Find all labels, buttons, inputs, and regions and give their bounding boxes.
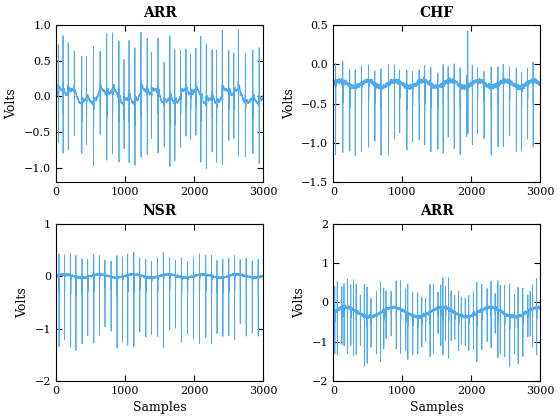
- Y-axis label: Volts: Volts: [6, 88, 18, 119]
- Title: CHF: CHF: [419, 5, 454, 20]
- Y-axis label: Volts: Volts: [16, 287, 29, 318]
- Title: ARR: ARR: [420, 204, 454, 218]
- X-axis label: Samples: Samples: [133, 402, 186, 415]
- X-axis label: Samples: Samples: [410, 402, 464, 415]
- Title: ARR: ARR: [143, 5, 176, 20]
- Title: NSR: NSR: [142, 204, 176, 218]
- Y-axis label: Volts: Volts: [283, 88, 296, 119]
- Y-axis label: Volts: Volts: [293, 287, 306, 318]
